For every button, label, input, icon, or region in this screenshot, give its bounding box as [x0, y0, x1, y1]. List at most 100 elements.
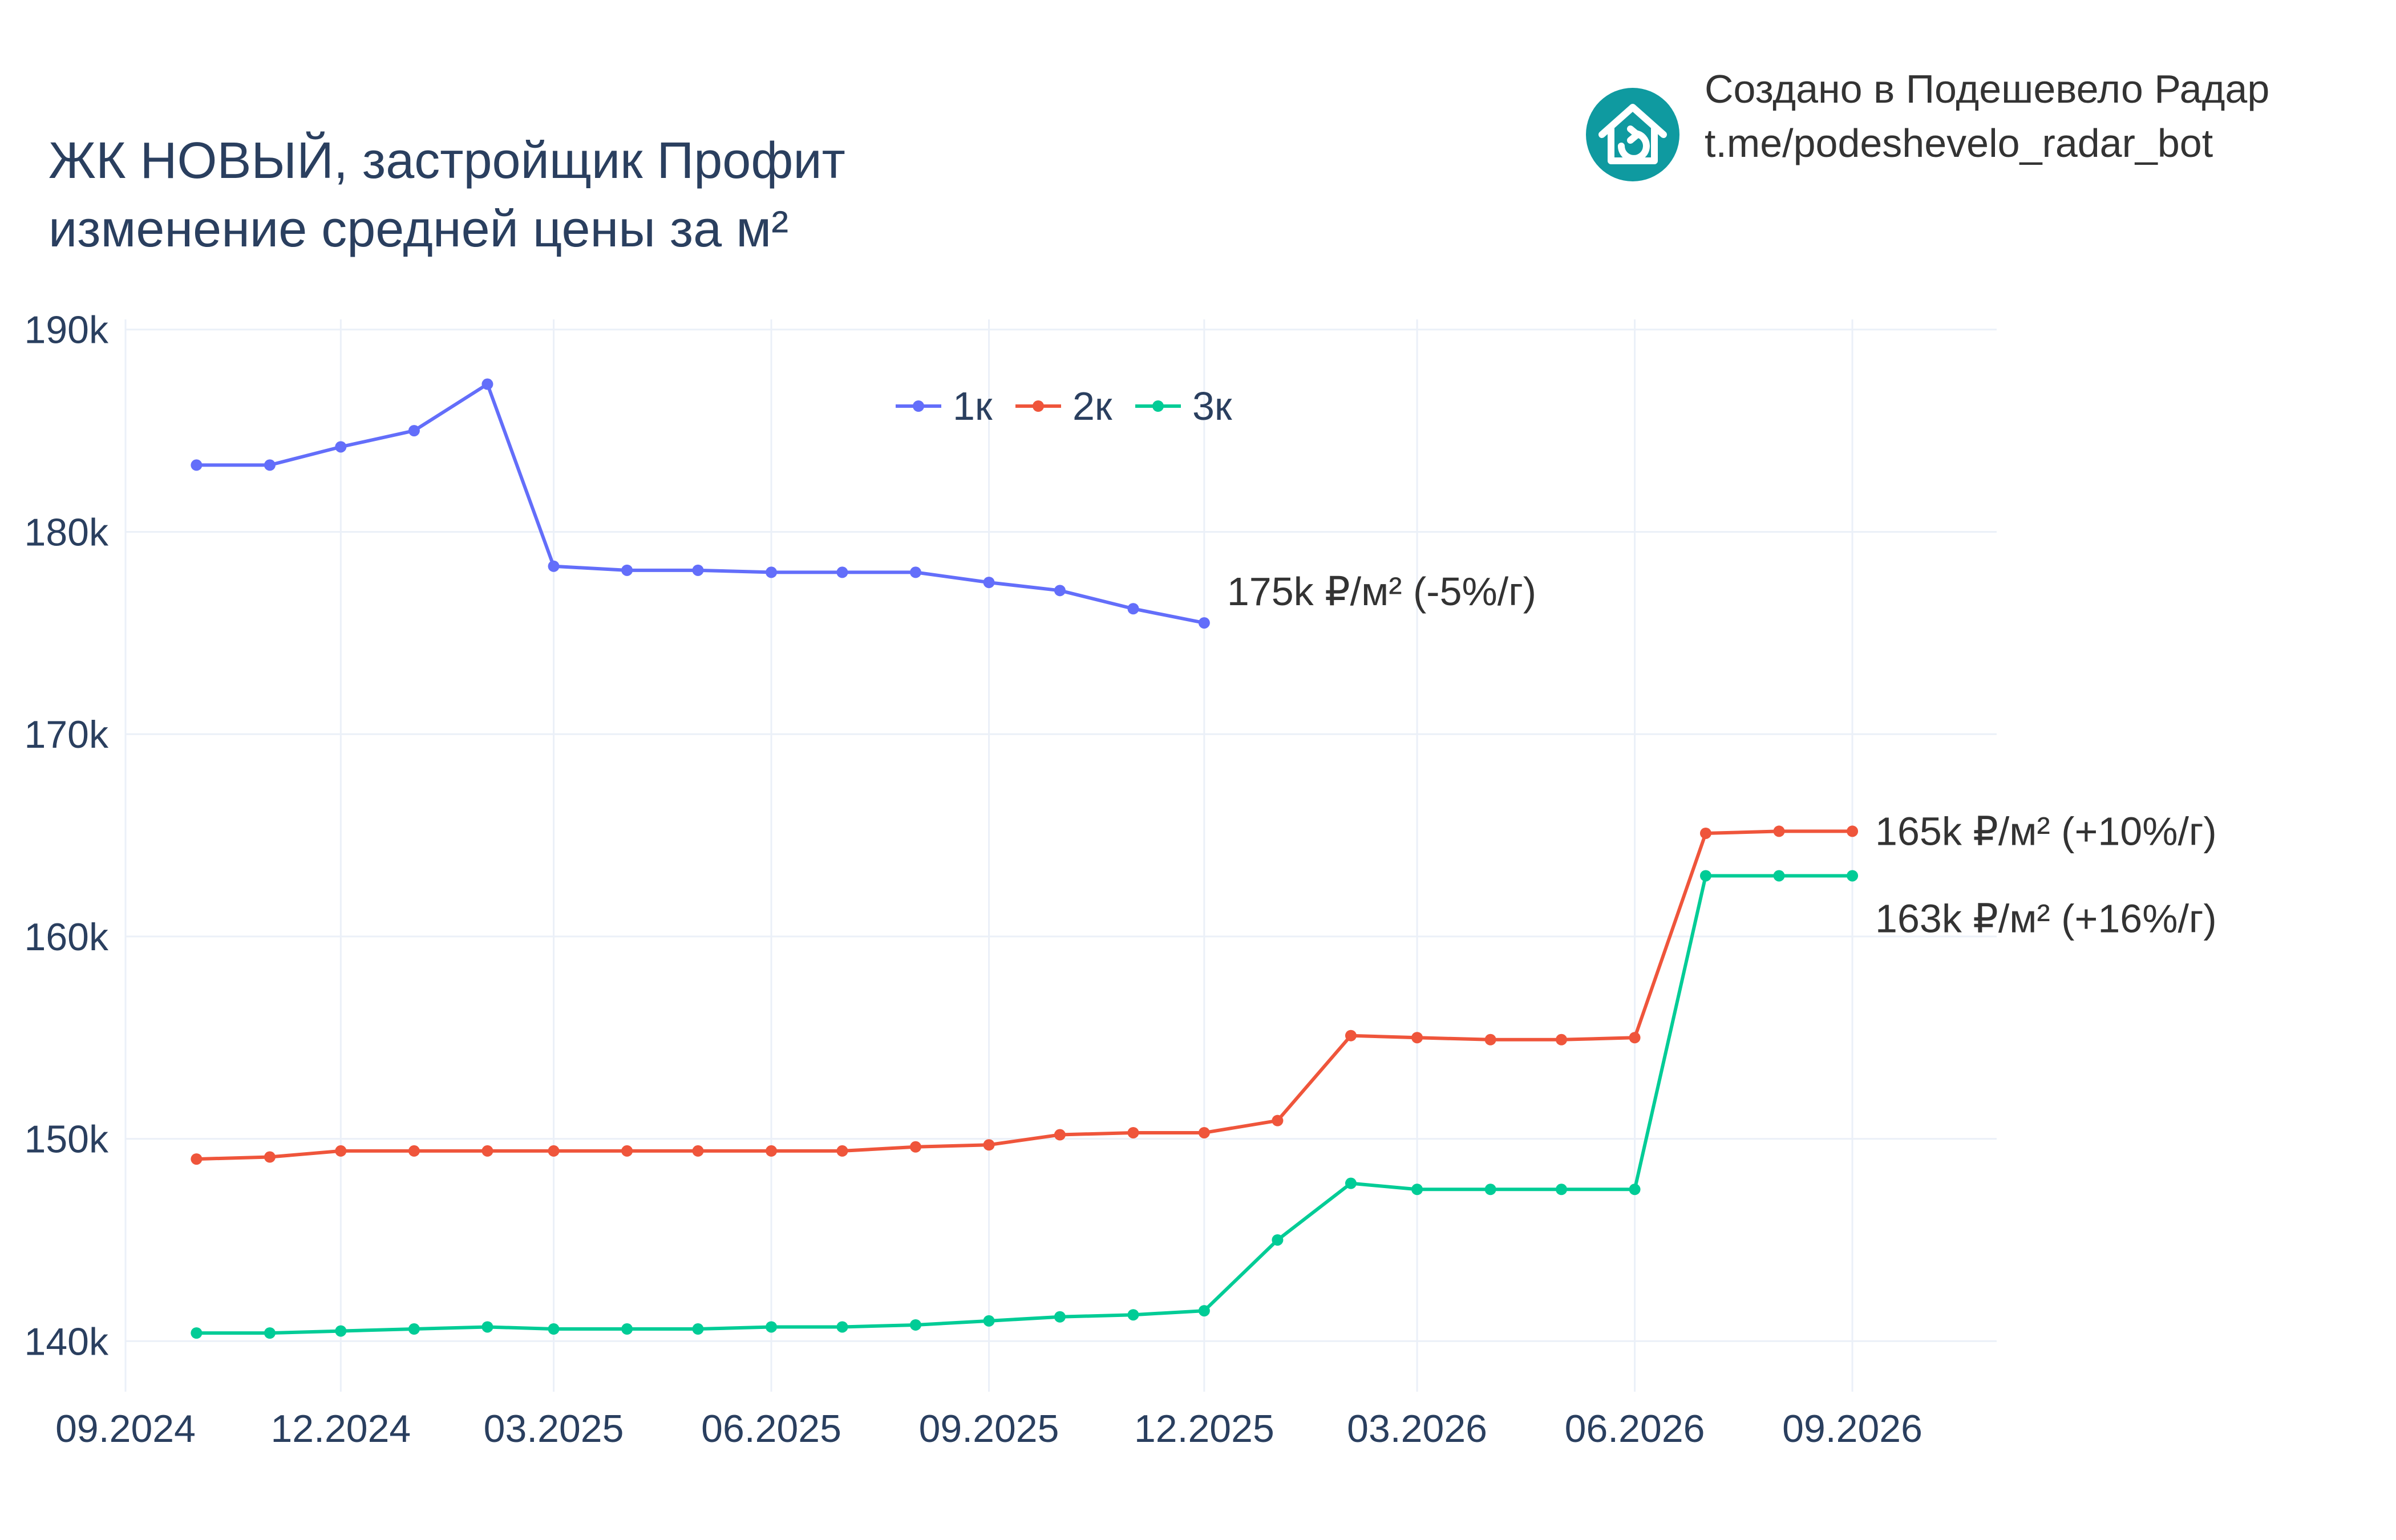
- y-tick-label: 160k: [25, 915, 109, 959]
- legend-swatch-dot: [1152, 400, 1164, 412]
- data-point: [1699, 870, 1711, 882]
- data-point: [548, 560, 560, 572]
- legend-item[interactable]: 1к: [896, 384, 993, 428]
- x-tick-label: 09.2025: [919, 1407, 1059, 1450]
- data-point: [983, 1315, 995, 1327]
- data-point: [1773, 825, 1785, 837]
- data-point: [1411, 1032, 1423, 1044]
- data-point: [1345, 1030, 1357, 1041]
- data-point: [766, 566, 778, 578]
- data-point: [766, 1321, 778, 1333]
- x-tick-label: 03.2025: [484, 1407, 624, 1450]
- data-point: [481, 378, 493, 390]
- data-point: [548, 1145, 560, 1157]
- series-line: [196, 382, 1205, 625]
- series-2: [191, 825, 1859, 1165]
- data-point: [1556, 1184, 1568, 1195]
- brand-line-2[interactable]: t.me/podeshevelo_radar_bot: [1705, 121, 2213, 165]
- end-value-label: 163k ₽/м² (+16%/г): [1875, 896, 2217, 941]
- legend-swatch-dot: [913, 400, 924, 412]
- data-point: [1198, 1305, 1210, 1317]
- x-tick-label: 06.2025: [701, 1407, 841, 1450]
- y-tick-label: 170k: [25, 713, 109, 756]
- data-point: [191, 459, 203, 471]
- data-point: [909, 566, 921, 578]
- data-point: [1127, 1309, 1139, 1321]
- data-point: [1699, 827, 1711, 839]
- legend-item[interactable]: 2к: [1015, 384, 1112, 428]
- data-point: [1556, 1034, 1568, 1045]
- data-point: [621, 564, 633, 576]
- data-point: [264, 1327, 276, 1339]
- y-tick-label: 140k: [25, 1320, 109, 1363]
- data-point: [1847, 870, 1859, 882]
- data-point: [692, 1145, 704, 1157]
- data-point: [264, 1151, 276, 1163]
- x-tick-label: 06.2026: [1565, 1407, 1705, 1450]
- y-tick-label: 150k: [25, 1118, 109, 1161]
- legend-label: 1к: [953, 384, 993, 428]
- series-3: [191, 870, 1859, 1339]
- data-point: [1484, 1034, 1496, 1045]
- data-point: [1345, 1177, 1357, 1189]
- data-point: [481, 1321, 493, 1333]
- y-tick-label: 180k: [25, 510, 109, 554]
- brand-logo: [1586, 88, 1679, 181]
- data-point: [692, 564, 704, 576]
- end-value-label: 165k ₽/м² (+10%/г): [1875, 809, 2217, 853]
- data-point: [766, 1145, 778, 1157]
- y-tick-label: 190k: [25, 309, 109, 352]
- data-point: [408, 425, 420, 437]
- x-tick-label: 03.2026: [1347, 1407, 1487, 1450]
- data-point: [983, 577, 995, 589]
- y-axis-ticks: 140k 150k 160k 170k 180k 190k: [25, 309, 109, 1364]
- legend[interactable]: 1к 2к 3к: [896, 384, 1232, 428]
- grid: [124, 319, 1997, 1392]
- legend-label: 3к: [1192, 384, 1232, 428]
- series-line: [196, 874, 1853, 1335]
- x-tick-label: 09.2026: [1782, 1407, 1923, 1450]
- series-1: [191, 378, 1210, 629]
- end-value-label: 175k ₽/м² (-5%/г): [1227, 569, 1536, 614]
- data-point: [909, 1141, 921, 1153]
- data-point: [1773, 870, 1785, 882]
- series-line: [196, 829, 1853, 1161]
- chart-title-line-1: ЖК НОВЫЙ, застройщик Профит: [48, 131, 845, 189]
- brand-line-1: Создано в Подешевело Радар: [1705, 67, 2269, 111]
- legend-swatch-dot: [1033, 400, 1044, 412]
- data-point: [692, 1323, 704, 1335]
- data-point: [481, 1145, 493, 1157]
- data-point: [1054, 1311, 1066, 1323]
- x-tick-label: 09.2024: [55, 1407, 196, 1450]
- legend-label: 2к: [1072, 384, 1112, 428]
- x-tick-label: 12.2024: [270, 1407, 411, 1450]
- data-point: [1272, 1234, 1284, 1246]
- data-point: [1198, 617, 1210, 629]
- data-point: [836, 1145, 848, 1157]
- data-point: [548, 1323, 560, 1335]
- series-layer: [191, 378, 1859, 1339]
- chart-title-line-2: изменение средней цены за м²: [48, 201, 788, 258]
- data-point: [909, 1319, 921, 1331]
- data-point: [983, 1139, 995, 1151]
- data-point: [621, 1145, 633, 1157]
- data-point: [1629, 1184, 1641, 1195]
- data-point: [335, 441, 347, 453]
- data-point: [836, 1321, 848, 1333]
- data-point: [1629, 1032, 1641, 1044]
- data-point: [335, 1145, 347, 1157]
- data-point: [1847, 825, 1859, 837]
- data-point: [408, 1145, 420, 1157]
- data-point: [1054, 585, 1066, 597]
- x-tick-label: 12.2025: [1134, 1407, 1274, 1450]
- data-point: [1198, 1126, 1210, 1138]
- data-point: [335, 1325, 347, 1337]
- data-point: [836, 566, 848, 578]
- data-point: [1411, 1184, 1423, 1195]
- data-point: [191, 1153, 203, 1165]
- data-point: [408, 1323, 420, 1335]
- legend-item[interactable]: 3к: [1135, 384, 1232, 428]
- data-point: [264, 459, 276, 471]
- end-labels: 175k ₽/м² (-5%/г) 165k ₽/м² (+10%/г) 163k …: [1227, 569, 2217, 941]
